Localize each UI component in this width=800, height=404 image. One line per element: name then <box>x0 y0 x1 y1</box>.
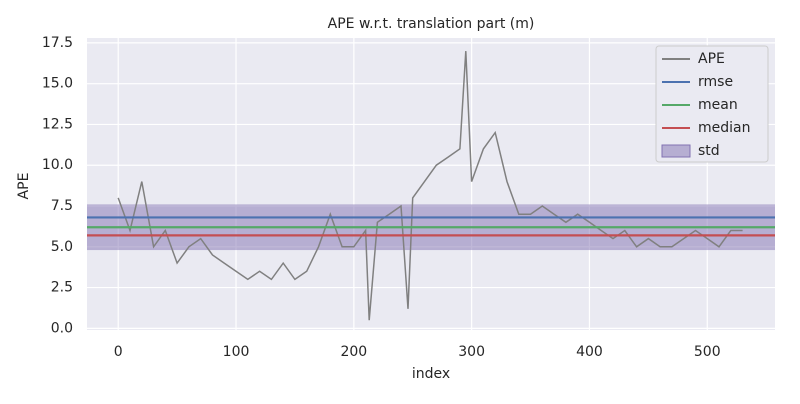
x-tick-label: 500 <box>694 344 721 360</box>
y-tick-label: 2.5 <box>51 280 73 296</box>
legend-label: median <box>698 120 750 136</box>
y-tick-label: 12.5 <box>42 116 73 132</box>
y-tick-label: 0.0 <box>51 320 73 336</box>
y-tick-label: 7.5 <box>51 198 73 214</box>
x-tick-label: 200 <box>340 344 367 360</box>
y-tick-label: 10.0 <box>42 157 73 173</box>
legend-label: std <box>698 143 720 159</box>
x-tick-label: 0 <box>114 344 123 360</box>
legend-swatch <box>661 144 691 158</box>
x-tick-label: 400 <box>576 344 603 360</box>
y-tick-label: 15.0 <box>42 76 73 92</box>
y-tick-label: 5.0 <box>51 239 73 255</box>
x-axis-label: index <box>412 366 450 382</box>
legend-label: APE <box>698 51 725 67</box>
legend-label: mean <box>698 97 738 113</box>
chart-title: APE w.r.t. translation part (m) <box>328 16 535 32</box>
ape-line <box>117 51 743 321</box>
y-tick-label: 17.5 <box>42 35 73 51</box>
y-axis-label: APE <box>16 173 32 200</box>
legend-box <box>655 45 769 163</box>
x-tick-label: 100 <box>223 344 250 360</box>
x-tick-label: 300 <box>458 344 485 360</box>
legend-label: rmse <box>698 74 733 90</box>
